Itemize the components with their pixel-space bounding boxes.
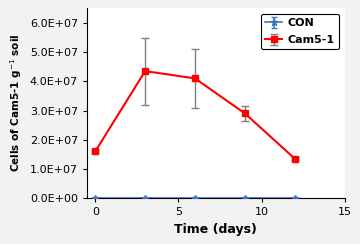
Legend: CON, Cam5-1: CON, Cam5-1 [261,14,339,50]
Y-axis label: Cells of Cam5-1 g$^{-1}$ soil: Cells of Cam5-1 g$^{-1}$ soil [8,34,24,173]
X-axis label: Time (days): Time (days) [174,223,257,236]
